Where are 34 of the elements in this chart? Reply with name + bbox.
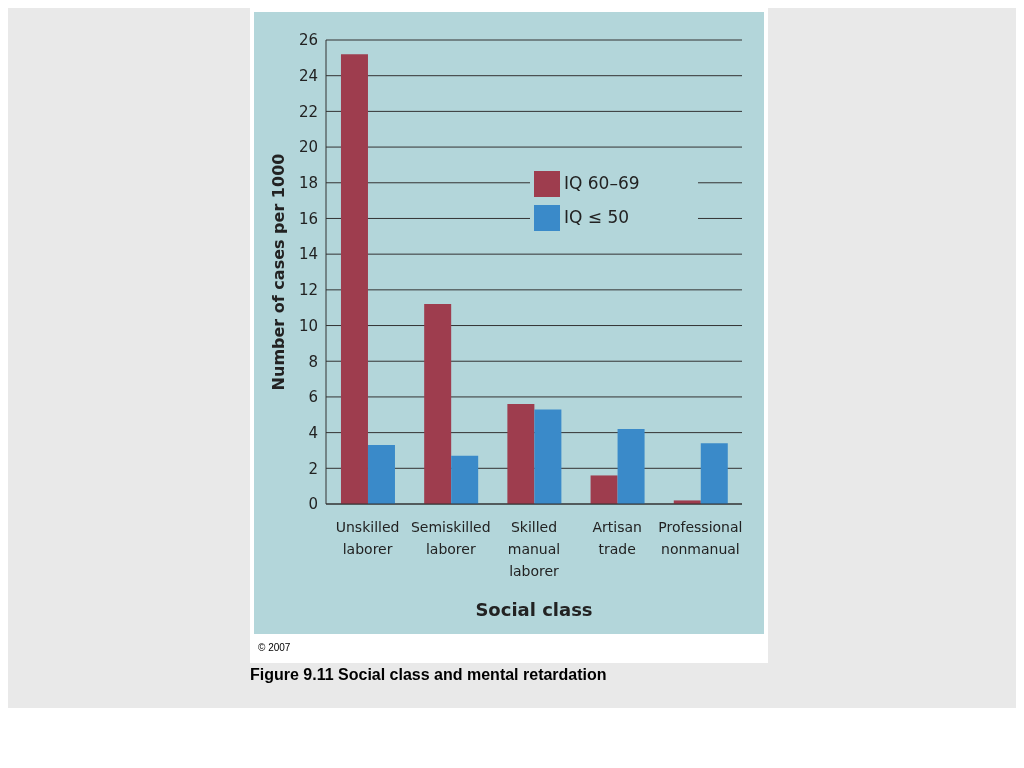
x-tick-label: Professional nonmanual [658, 519, 743, 557]
y-tick-label: 4 [308, 423, 318, 442]
bar [700, 443, 728, 504]
x-tick-label: Semiskilled laborer [411, 519, 491, 557]
x-tick-label: Skilled manual laborer [507, 519, 561, 579]
x-tick-label: Unskilled laborer [335, 519, 400, 557]
text: Figure 9.11 Social class and mental retardation [250, 666, 607, 684]
bar [507, 404, 535, 504]
bar [534, 409, 562, 504]
y-tick-label: 12 [298, 281, 318, 300]
y-tick-label: 14 [298, 245, 318, 264]
y-tick-label: 22 [298, 102, 318, 121]
legend-label: IQ ≤ 50 [564, 207, 630, 227]
y-tick-label: 6 [308, 388, 318, 407]
bar [617, 429, 645, 504]
y-tick-label: 24 [298, 67, 318, 86]
x-axis-title: Social class [475, 599, 593, 620]
bar [424, 304, 452, 504]
legend-label: IQ 60–69 [564, 173, 640, 193]
y-tick-label: 0 [308, 495, 318, 514]
text: © 2007 [258, 642, 291, 653]
y-tick-label: 2 [308, 459, 318, 478]
bar [451, 455, 479, 504]
bar [340, 54, 368, 504]
bar [590, 475, 618, 504]
y-tick-label: 10 [298, 316, 318, 335]
y-tick-label: 8 [308, 352, 318, 371]
y-tick-label: 20 [298, 138, 318, 157]
y-tick-label: 18 [298, 174, 318, 193]
y-tick-label: 26 [298, 31, 318, 50]
bar [367, 445, 395, 504]
y-axis-title: Number of cases per 1000 [268, 153, 288, 391]
x-tick-label: Artisan trade [592, 519, 642, 557]
y-tick-label: 16 [298, 209, 318, 228]
